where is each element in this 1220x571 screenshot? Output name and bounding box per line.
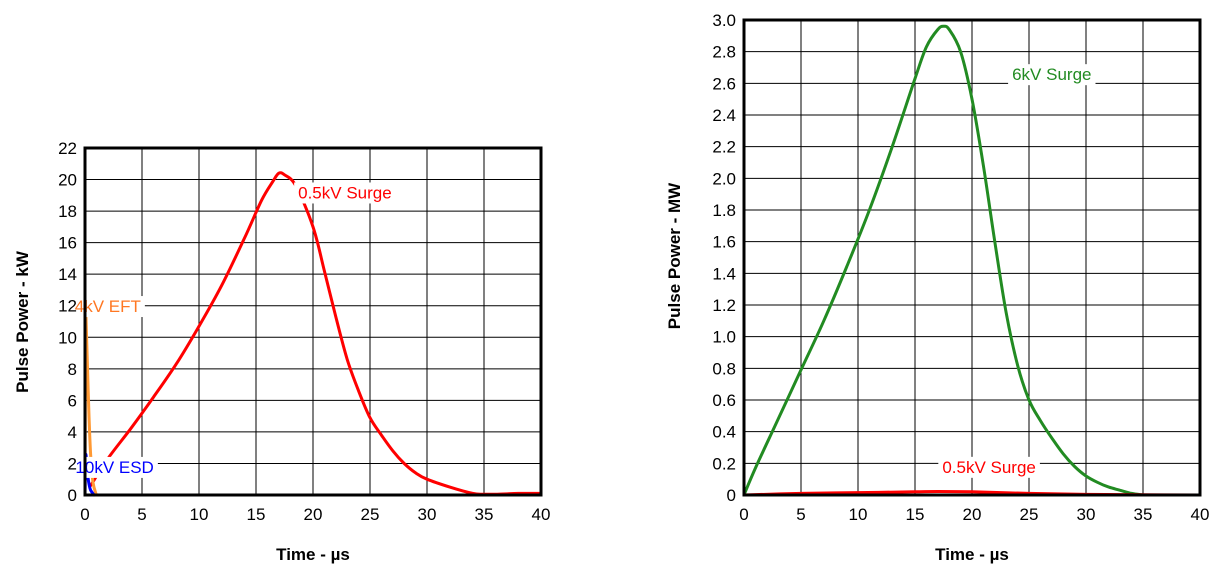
right-x-tick-label: 15 bbox=[906, 505, 925, 524]
right-x-tick-label: 30 bbox=[1077, 505, 1096, 524]
right-y-tick-label: 1.8 bbox=[712, 201, 736, 220]
left-y-tick-label: 6 bbox=[68, 391, 77, 410]
right-x-tick-label: 35 bbox=[1134, 505, 1153, 524]
left-gridlines bbox=[84, 147, 542, 496]
right-y-tick-labels: 0 0.2 0.4 0.6 0.8 1.0 1.2 1.4 1.6 1.8 2.0 2.2 2.4 2.6… bbox=[712, 11, 736, 505]
left-y-tick-label: 22 bbox=[58, 139, 77, 158]
left-annotation: 10kV ESD bbox=[75, 458, 153, 477]
left-y-tick-label: 2 bbox=[68, 454, 77, 473]
right-y-tick-label: 2.0 bbox=[712, 169, 736, 188]
left-series-0-5kv-surge bbox=[89, 171, 543, 496]
left-y-tick-label: 12 bbox=[58, 297, 77, 316]
right-y-tick-label: 1.4 bbox=[712, 264, 736, 283]
left-y-tick-label: 18 bbox=[58, 202, 77, 221]
left-y-tick-label: 8 bbox=[68, 360, 77, 379]
right-y-tick-label: 1.6 bbox=[712, 233, 736, 252]
left-y-tick-label: 10 bbox=[58, 328, 77, 347]
left-x-tick-label: 5 bbox=[137, 505, 146, 524]
left-x-tick-label: 10 bbox=[190, 505, 209, 524]
left-x-tick-label: 15 bbox=[247, 505, 266, 524]
left-x-tick-labels: 0 5 10 15 20 25 30 35 40 bbox=[80, 505, 550, 524]
left-x-tick-label: 35 bbox=[475, 505, 494, 524]
right-y-tick-label: 0 bbox=[727, 486, 736, 505]
right-x-axis-label: Time - µs bbox=[935, 545, 1009, 564]
right-y-tick-label: 0.6 bbox=[712, 391, 736, 410]
right-y-tick-label: 1.2 bbox=[712, 296, 736, 315]
left-x-tick-label: 20 bbox=[304, 505, 323, 524]
right-annotation-background bbox=[938, 456, 1040, 478]
right-y-tick-label: 2.8 bbox=[712, 43, 736, 62]
left-y-tick-label: 20 bbox=[58, 171, 77, 190]
right-y-tick-label: 0.8 bbox=[712, 359, 736, 378]
left-annotation-background bbox=[70, 296, 145, 318]
left-y-tick-label: 14 bbox=[58, 265, 77, 284]
right-x-tick-label: 0 bbox=[739, 505, 748, 524]
left-annotation: 4kV EFT bbox=[75, 297, 141, 316]
left-annotation-background bbox=[71, 456, 158, 478]
right-y-axis-label: Pulse Power - MW bbox=[665, 182, 684, 329]
right-x-tick-labels: 0 5 10 15 20 25 30 35 40 bbox=[739, 505, 1209, 524]
right-annotations: 6kV Surge 0.5kV Surge bbox=[938, 64, 1096, 478]
right-x-tick-label: 25 bbox=[1020, 505, 1039, 524]
left-x-tick-label: 40 bbox=[532, 505, 551, 524]
right-y-tick-label: 2.6 bbox=[712, 74, 736, 93]
right-x-tick-label: 5 bbox=[796, 505, 805, 524]
left-annotation: 0.5kV Surge bbox=[298, 183, 392, 202]
right-x-tick-label: 40 bbox=[1191, 505, 1210, 524]
left-x-tick-label: 0 bbox=[80, 505, 89, 524]
right-series-6kv-surge bbox=[742, 24, 1145, 497]
left-y-tick-label: 4 bbox=[68, 423, 77, 442]
left-x-axis-label: Time - µs bbox=[276, 545, 350, 564]
left-plot-frame bbox=[83, 146, 543, 497]
right-annotation-background bbox=[1008, 64, 1096, 86]
right-y-tick-label: 3.0 bbox=[712, 11, 736, 30]
left-y-axis-label: Pulse Power - kW bbox=[13, 250, 32, 393]
left-annotation-background bbox=[294, 182, 396, 204]
right-y-tick-label: 2.2 bbox=[712, 138, 736, 157]
right-y-tick-label: 1.0 bbox=[712, 328, 736, 347]
right-annotation: 6kV Surge bbox=[1012, 65, 1091, 84]
right-y-tick-label: 0.4 bbox=[712, 423, 736, 442]
left-x-tick-label: 25 bbox=[361, 505, 380, 524]
left-x-tick-label: 30 bbox=[418, 505, 437, 524]
right-plot-frame bbox=[742, 18, 1202, 497]
left-annotations: 0.5kV Surge 4kV EFT 10kV ESD bbox=[70, 182, 396, 478]
right-annotation: 0.5kV Surge bbox=[942, 458, 1036, 477]
left-y-tick-label: 0 bbox=[68, 486, 77, 505]
right-y-tick-label: 0.2 bbox=[712, 454, 736, 473]
right-y-tick-label: 2.4 bbox=[712, 106, 736, 125]
right-gridlines bbox=[743, 19, 1201, 496]
left-y-tick-label: 16 bbox=[58, 234, 77, 253]
right-x-tick-label: 10 bbox=[849, 505, 868, 524]
left-y-tick-labels: 0 2 4 6 8 10 12 14 16 18 20 22 bbox=[58, 139, 77, 505]
right-x-tick-label: 20 bbox=[963, 505, 982, 524]
